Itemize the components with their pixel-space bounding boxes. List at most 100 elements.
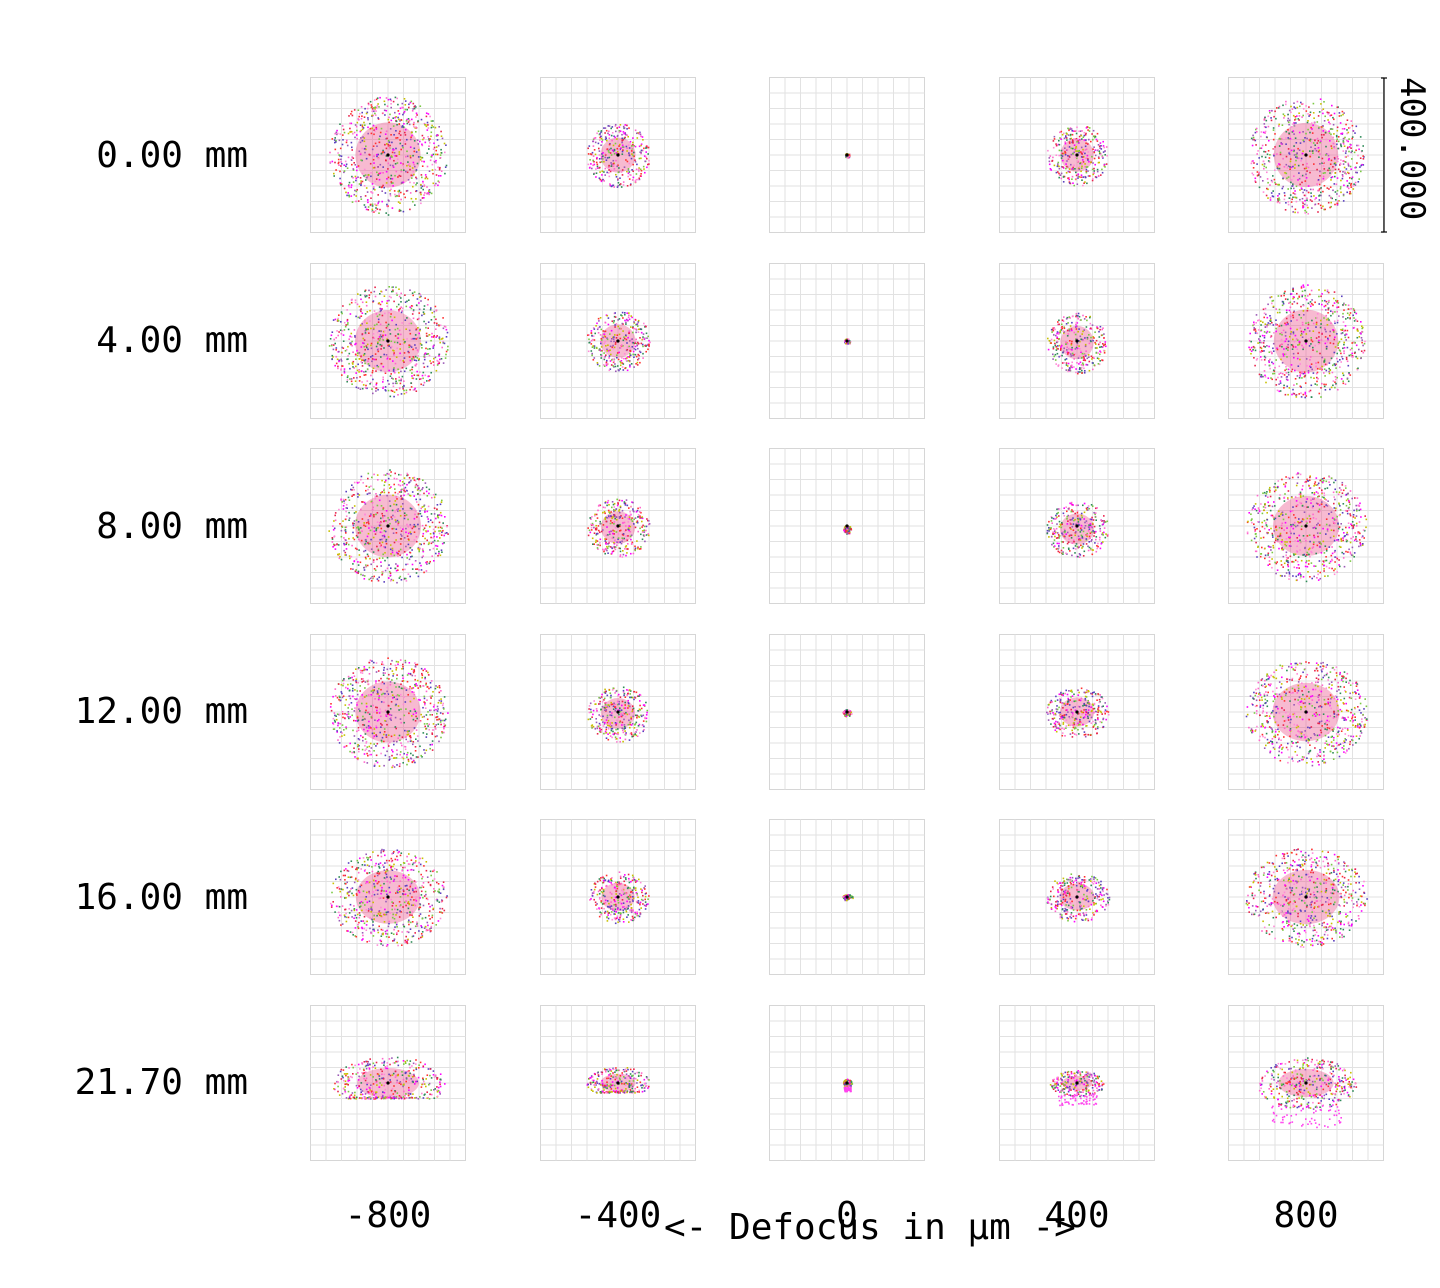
ray-point [387,146,390,149]
ray-point [600,346,603,348]
ray-point [379,208,381,211]
ray-point [1073,151,1075,154]
ray-point [1303,167,1306,170]
ray-point [1279,138,1282,140]
ray-point [343,549,345,552]
ray-point [427,348,429,350]
ray-point [599,334,602,336]
ray-point [638,354,640,357]
ray-point [1293,133,1295,135]
ray-point [1308,106,1310,108]
ray-point [644,160,646,163]
ray-point [1267,188,1269,191]
ray-point [443,325,446,328]
ray-point [1308,345,1311,347]
ray-point [411,313,414,315]
ray-point [402,164,404,166]
ray-point [1329,206,1331,209]
ray-point [373,109,376,112]
ray-point [640,152,642,155]
ray-point [1056,347,1058,350]
ray-point [1290,201,1293,203]
ray-point [1281,362,1284,364]
ray-point [1254,330,1257,332]
ray-point [1320,103,1322,105]
ray-point [1263,167,1265,170]
ray-point [354,335,356,337]
ray-point [338,161,340,164]
ray-point [1285,202,1287,204]
ray-point [1061,326,1063,328]
ray-point [1056,352,1059,355]
ray-point [430,542,433,545]
ray-point [1098,330,1100,333]
ray-point [1325,145,1327,148]
ray-point [607,132,609,135]
ray-point [384,547,387,549]
ray-point [404,140,406,143]
ray-point [427,113,430,115]
ray-point [370,344,372,347]
ray-point [1261,163,1264,166]
ray-point [356,377,358,379]
ray-point [425,326,427,329]
ray-point [587,153,590,155]
ray-point [416,485,419,487]
ray-point [1300,101,1302,104]
ray-point [391,156,393,158]
ray-point [1098,150,1101,152]
ray-point [352,522,354,524]
ray-point [633,356,635,358]
ray-point [350,110,353,113]
ray-point [433,184,436,187]
ray-point [1317,179,1320,181]
ray-point [436,508,438,510]
ray-point [341,501,343,503]
chief-ray-dot [1304,153,1308,157]
ray-point [1294,116,1297,118]
ray-point [404,196,406,199]
ray-point [636,322,639,325]
ray-point [1302,331,1305,333]
ray-point [360,346,363,348]
ray-point [377,350,380,353]
ray-point [1347,164,1350,166]
ray-point [1339,170,1341,173]
ray-point [1304,295,1307,297]
ray-point [391,549,394,552]
ray-point [1308,139,1311,141]
ray-point [599,171,601,173]
ray-point [361,381,363,383]
ray-point [416,139,419,141]
ray-point [344,530,347,533]
ray-point [1076,338,1078,340]
ray-point [1252,138,1254,141]
ray-point [605,364,608,367]
ray-point [1322,108,1325,110]
ray-point [396,158,399,160]
ray-point [355,342,357,345]
ray-point [1098,157,1100,159]
ray-point [1062,330,1065,332]
ray-point [626,369,629,372]
ray-point [340,184,342,186]
ray-point [383,530,386,532]
ray-point [621,150,624,153]
ray-point [382,515,384,517]
ray-point [1096,132,1099,135]
ray-point [1092,138,1094,141]
ray-point [432,528,435,531]
ray-point [400,191,402,194]
ray-point [1277,295,1280,297]
ray-point [606,148,609,150]
ray-point [432,345,435,348]
ray-point [1080,134,1083,137]
ray-point [1350,307,1352,310]
ray-point [619,130,622,132]
ray-point [368,492,370,495]
ray-point [1270,335,1273,337]
ray-point [1274,133,1276,135]
ray-point [1332,384,1334,387]
ray-point [1326,111,1329,114]
ray-point [1364,340,1366,343]
